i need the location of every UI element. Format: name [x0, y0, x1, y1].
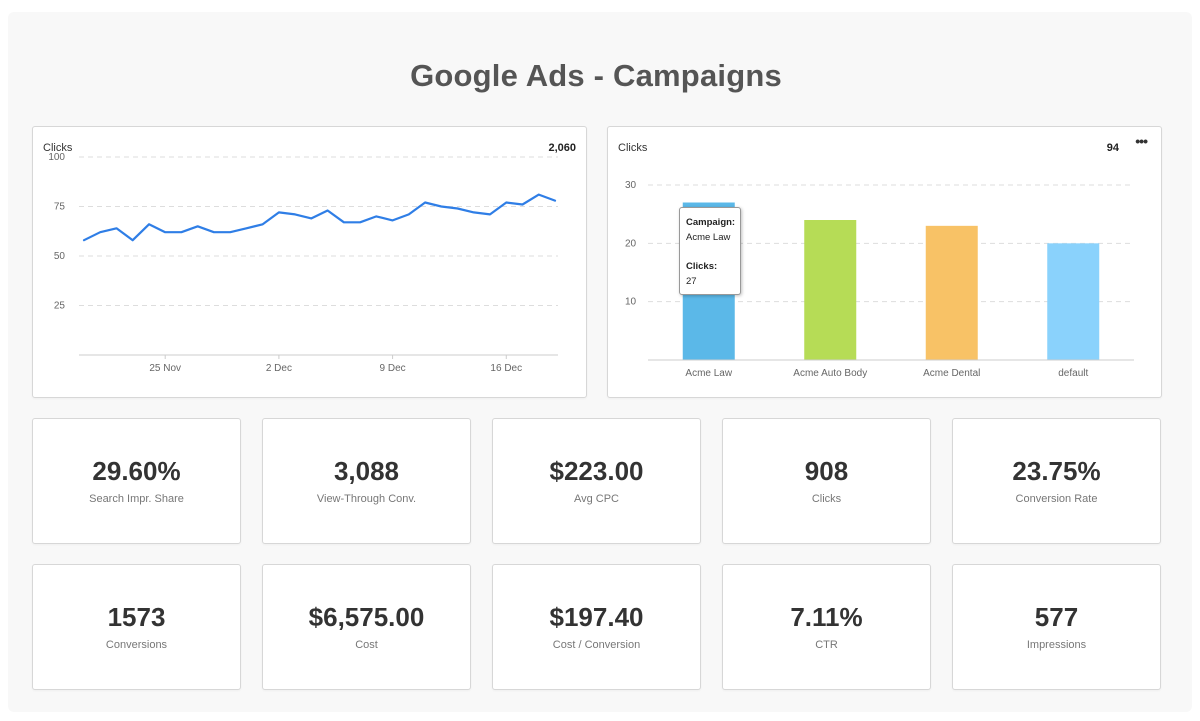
- bar-chart-x-tick: Acme Auto Body: [793, 368, 867, 379]
- clicks-line-chart: 25 50 75 100 25 Nov 2 Dec 9 Dec 16 Dec: [48, 152, 558, 374]
- metric-label: CTR: [815, 639, 838, 651]
- clicks-bar-chart-card: 10 20 30 Acme Law Acme Auto Body Acme Dental d…: [607, 126, 1162, 398]
- metric-value: 29.60%: [92, 456, 181, 486]
- metric-label: Conversions: [105, 639, 168, 651]
- metric-value: $223.00: [549, 456, 644, 486]
- metric-value: 7.11%: [790, 602, 863, 632]
- bar-chart-total: 94: [1106, 142, 1119, 154]
- metric-card-ctr: 7.11% CTR: [722, 564, 931, 690]
- bar-chart-x-tick: default: [1058, 368, 1088, 379]
- bar-chart-y-tick: 10: [625, 297, 637, 308]
- more-horizontal-icon[interactable]: •••: [1135, 133, 1148, 149]
- metric-value: 23.75%: [1012, 456, 1101, 486]
- bar-chart-y-tick: 30: [625, 180, 637, 191]
- line-chart-y-tick: 25: [54, 301, 66, 312]
- line-chart-x-tick: 25 Nov: [149, 363, 181, 374]
- tooltip-campaign-value: Acme Law: [686, 232, 731, 243]
- metric-card-impressions: 577 Impressions: [952, 564, 1161, 690]
- line-chart-x-tick: 9 Dec: [380, 363, 406, 374]
- metric-value: 908: [804, 456, 849, 486]
- line-chart-y-tick: 50: [54, 251, 66, 262]
- metric-value: 1573: [107, 602, 166, 632]
- metric-label: Cost: [355, 639, 378, 651]
- bar-chart-bar: [925, 225, 978, 360]
- metric-label: Search Impr. Share: [89, 493, 184, 505]
- line-chart-y-tick: 100: [48, 152, 65, 163]
- metric-card-conversion-rate: 23.75% Conversion Rate: [952, 418, 1161, 544]
- metric-card-avg-cpc: $223.00 Avg CPC: [492, 418, 701, 544]
- metric-label: Conversion Rate: [1015, 493, 1098, 505]
- line-chart-y-tick: 75: [54, 202, 66, 213]
- metric-label: Clicks: [811, 493, 842, 505]
- line-chart-title: Clicks: [43, 142, 73, 154]
- tooltip-clicks-value: 27: [686, 276, 697, 287]
- line-chart-series-line: [82, 193, 557, 242]
- metric-card-cost-per-conversion: $197.40 Cost / Conversion: [492, 564, 701, 690]
- metric-card-conversions: 1573 Conversions: [32, 564, 241, 690]
- clicks-line-chart-card: 25 50 75 100 25 Nov 2 Dec 9 Dec 16 Dec Clicks 2…: [32, 126, 587, 398]
- metric-card-view-through-conv: 3,088 View-Through Conv.: [262, 418, 471, 544]
- tooltip-campaign-label: Campaign:: [686, 217, 736, 228]
- metric-label: Impressions: [1026, 639, 1087, 651]
- bar-tooltip: Campaign: Acme Law Clicks: 27: [679, 207, 741, 295]
- line-chart-x-tick: 16 Dec: [490, 363, 522, 374]
- metric-label: Avg CPC: [573, 493, 620, 505]
- metric-value: 3,088: [333, 456, 400, 486]
- metric-label: Cost / Conversion: [552, 639, 641, 651]
- metric-label: View-Through Conv.: [316, 493, 417, 505]
- page-title: Google Ads - Campaigns: [410, 58, 782, 93]
- metric-card-clicks: 908 Clicks: [722, 418, 931, 544]
- bar-chart-y-tick: 20: [625, 238, 637, 249]
- metric-value: 577: [1034, 602, 1079, 632]
- tooltip-clicks-label: Clicks:: [686, 261, 718, 272]
- line-chart-x-tick: 2 Dec: [266, 363, 292, 374]
- metric-card-search-impr-share: 29.60% Search Impr. Share: [32, 418, 241, 544]
- bar-chart-x-tick: Acme Dental: [923, 368, 980, 379]
- bar-chart-x-tick: Acme Law: [685, 368, 732, 379]
- line-chart-total: 2,060: [548, 142, 576, 154]
- bar-chart-bar: [804, 220, 857, 360]
- metric-value: $6,575.00: [308, 602, 425, 632]
- metric-card-cost: $6,575.00 Cost: [262, 564, 471, 690]
- bar-chart-bar: [1047, 243, 1100, 360]
- bar-chart-title: Clicks: [618, 142, 648, 154]
- metric-value: $197.40: [549, 602, 644, 632]
